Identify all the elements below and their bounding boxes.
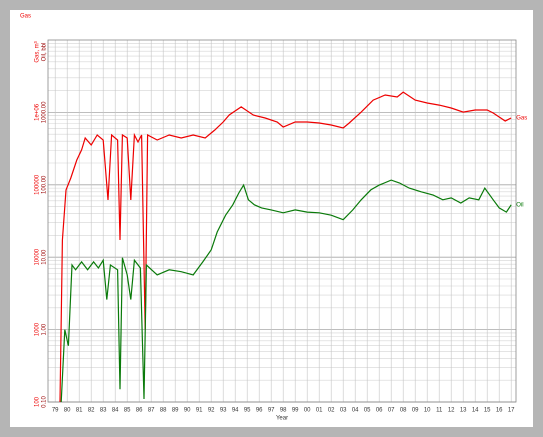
- chart-title: Gas: [20, 14, 31, 20]
- x-tick-label: 85: [124, 408, 131, 414]
- x-tick-label: 82: [88, 408, 95, 414]
- y-tick-label: 100: [35, 396, 41, 407]
- x-tick-label: 90: [184, 408, 191, 414]
- y-tick-label: 10000: [35, 248, 41, 265]
- y2-axis-title: Oil, bbl: [42, 43, 48, 62]
- x-tick-label: 05: [364, 408, 371, 414]
- y-axis-title: Gas, m³: [35, 41, 41, 62]
- x-tick-label: 06: [376, 408, 383, 414]
- y2-tick-label: 10.00: [42, 249, 48, 265]
- x-tick-label: 12: [448, 408, 455, 414]
- x-tick-label: 87: [148, 408, 155, 414]
- x-axis-title: Year: [276, 416, 288, 422]
- plot-frame: [47, 39, 517, 403]
- x-tick-label: 91: [196, 408, 203, 414]
- x-tick-label: 79: [52, 408, 59, 414]
- series-line: [59, 91, 512, 403]
- x-tick-label: 92: [208, 408, 215, 414]
- x-tick-label: 02: [328, 408, 335, 414]
- x-tick-label: 07: [388, 408, 395, 414]
- x-tick-label: 96: [256, 408, 263, 414]
- y-tick-label: 1000: [35, 322, 41, 336]
- x-tick-label: 98: [280, 408, 287, 414]
- x-tick-label: 83: [100, 408, 107, 414]
- x-tick-label: 93: [220, 408, 227, 414]
- x-tick-label: 16: [496, 408, 503, 414]
- x-tick-label: 15: [484, 408, 491, 414]
- x-tick-label: 17: [508, 408, 515, 414]
- x-tick-label: 04: [352, 408, 359, 414]
- x-tick-label: 89: [172, 408, 179, 414]
- series-label: Gas: [516, 116, 527, 122]
- x-tick-label: 99: [292, 408, 299, 414]
- x-tick-label: 10: [424, 408, 431, 414]
- x-tick-label: 94: [232, 408, 239, 414]
- x-tick-label: 88: [160, 408, 167, 414]
- x-tick-label: 11: [436, 408, 443, 414]
- series-label: Oil: [516, 202, 523, 208]
- x-tick-label: 84: [112, 408, 119, 414]
- x-tick-label: 97: [268, 408, 275, 414]
- x-tick-label: 01: [316, 408, 323, 414]
- series-line: [60, 179, 512, 403]
- y-tick-label: 1e+06: [35, 103, 41, 121]
- x-tick-label: 03: [340, 408, 347, 414]
- y2-tick-label: 1.00: [42, 323, 48, 335]
- y2-tick-label: 0.10: [42, 396, 48, 408]
- x-tick-label: 09: [412, 408, 419, 414]
- x-tick-label: 80: [64, 408, 71, 414]
- x-tick-label: 81: [76, 408, 83, 414]
- y2-tick-label: 100.00: [42, 175, 48, 194]
- x-tick-label: 00: [304, 408, 311, 414]
- y-tick-label: 100000: [35, 174, 41, 195]
- x-tick-label: 13: [460, 408, 467, 414]
- x-tick-label: 95: [244, 408, 251, 414]
- y2-tick-label: 1000.00: [42, 101, 48, 123]
- x-tick-label: 14: [472, 408, 479, 414]
- x-tick-label: 08: [400, 408, 407, 414]
- x-tick-label: 86: [136, 408, 143, 414]
